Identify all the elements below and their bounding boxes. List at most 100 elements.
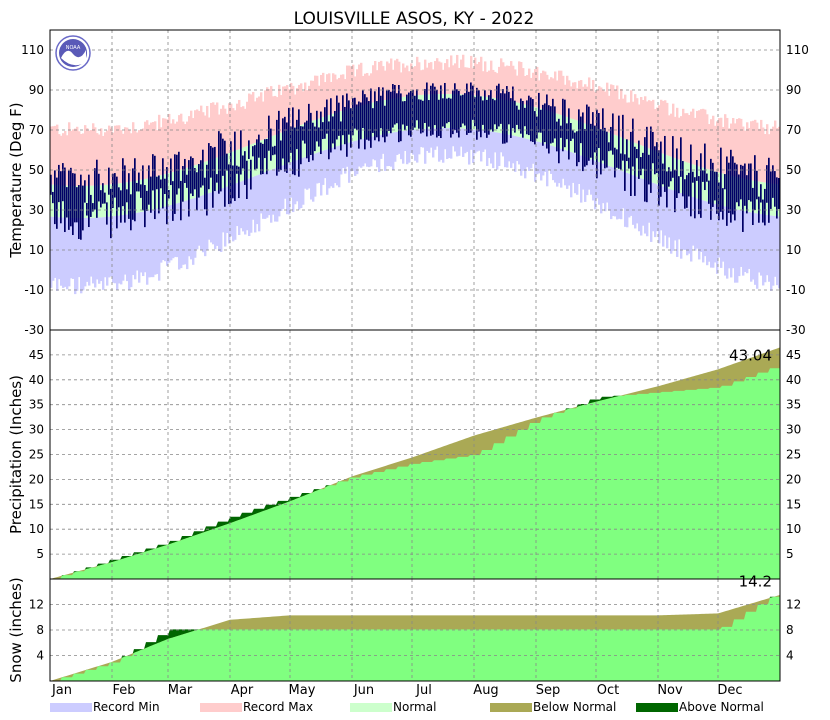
observed-bar bbox=[60, 171, 62, 224]
y-tick-label-right: 30 bbox=[786, 423, 801, 437]
record-max-bar bbox=[462, 54, 465, 95]
record-min-bar bbox=[280, 165, 283, 211]
record-min-bar bbox=[460, 128, 463, 147]
record-min-bar bbox=[66, 217, 69, 290]
normal-bar bbox=[684, 161, 687, 195]
record-min-bar bbox=[154, 208, 157, 275]
record-max-bar bbox=[594, 91, 597, 128]
observed-bar bbox=[340, 121, 342, 151]
observed-bar bbox=[492, 98, 494, 132]
observed-bar bbox=[174, 154, 176, 214]
record-max-bar bbox=[610, 84, 613, 134]
record-max-bar bbox=[744, 130, 747, 179]
record-max-bar bbox=[178, 115, 181, 171]
observed-bar bbox=[676, 148, 678, 199]
record-min-bar bbox=[308, 155, 311, 189]
observed-bar bbox=[682, 161, 684, 197]
record-max-bar bbox=[118, 125, 121, 184]
record-max-bar bbox=[386, 61, 389, 100]
record-min-bar bbox=[742, 210, 745, 276]
record-max-bar bbox=[726, 117, 729, 175]
record-max-bar bbox=[400, 72, 403, 98]
record-max-bar bbox=[528, 68, 531, 106]
record-max-bar bbox=[238, 99, 241, 150]
record-min-bar bbox=[76, 217, 79, 291]
record-min-bar bbox=[564, 149, 567, 186]
observed-bar bbox=[110, 188, 112, 239]
record-min-bar bbox=[516, 136, 519, 162]
record-min-bar bbox=[478, 129, 481, 151]
observed-bar bbox=[716, 171, 718, 214]
observed-bar bbox=[674, 169, 676, 213]
observed-bar bbox=[166, 167, 168, 225]
observed-bar bbox=[586, 104, 588, 166]
record-max-bar bbox=[582, 86, 585, 123]
record-max-bar bbox=[704, 109, 707, 169]
observed-bar bbox=[292, 107, 294, 175]
record-max-bar bbox=[280, 95, 283, 133]
observed-bar bbox=[406, 94, 408, 126]
observed-bar bbox=[356, 104, 358, 130]
record-min-bar bbox=[152, 209, 155, 278]
record-max-bar bbox=[434, 61, 437, 95]
record-max-bar bbox=[90, 130, 93, 186]
record-min-bar bbox=[190, 198, 193, 260]
record-max-bar bbox=[248, 93, 251, 146]
observed-bar bbox=[572, 130, 574, 139]
observed-bar bbox=[702, 170, 704, 182]
record-min-bar bbox=[704, 200, 707, 257]
record-max-bar bbox=[104, 132, 107, 185]
legend-swatch bbox=[490, 703, 532, 712]
observed-bar bbox=[648, 154, 650, 185]
record-min-bar bbox=[774, 215, 777, 277]
observed-bar bbox=[224, 140, 226, 207]
observed-bar bbox=[298, 109, 300, 177]
record-min-bar bbox=[694, 197, 697, 251]
record-min-bar bbox=[576, 154, 579, 195]
normal-bar bbox=[50, 184, 53, 217]
record-min-bar bbox=[80, 217, 83, 294]
record-max-bar bbox=[450, 55, 453, 95]
record-min-bar bbox=[488, 131, 491, 159]
record-max-bar bbox=[688, 114, 691, 164]
observed-bar bbox=[774, 171, 776, 207]
record-min-bar bbox=[272, 168, 275, 215]
observed-bar bbox=[88, 174, 90, 228]
y-tick-label-right: 12 bbox=[786, 598, 801, 612]
observed-bar bbox=[766, 165, 768, 203]
record-min-bar bbox=[568, 151, 571, 186]
normal-bar bbox=[258, 141, 261, 175]
record-min-bar bbox=[306, 156, 309, 190]
record-max-bar bbox=[574, 82, 577, 120]
record-max-bar bbox=[212, 102, 215, 160]
record-min-bar bbox=[194, 197, 197, 258]
observed-bar bbox=[362, 90, 364, 129]
record-max-bar bbox=[546, 74, 549, 111]
observed-bar bbox=[326, 99, 328, 134]
observed-bar bbox=[498, 83, 500, 127]
record-max-bar bbox=[320, 74, 323, 118]
observed-bar bbox=[398, 85, 400, 143]
record-min-bar bbox=[422, 128, 425, 148]
observed-bar bbox=[476, 87, 478, 140]
record-min-bar bbox=[520, 137, 523, 176]
record-min-bar bbox=[142, 211, 145, 277]
record-max-bar bbox=[232, 108, 235, 152]
record-min-bar bbox=[164, 206, 167, 262]
record-max-bar bbox=[714, 125, 717, 172]
record-max-bar bbox=[70, 130, 73, 186]
record-max-bar bbox=[596, 90, 599, 129]
y-tick-label-left: 110 bbox=[21, 43, 44, 57]
y-tick-label-right: 70 bbox=[786, 123, 801, 137]
month-label: Nov bbox=[657, 683, 683, 698]
record-min-bar bbox=[222, 188, 225, 233]
record-max-bar bbox=[540, 73, 543, 109]
record-min-bar bbox=[552, 146, 555, 181]
observed-bar bbox=[606, 131, 608, 168]
record-min-bar bbox=[592, 159, 595, 201]
observed-bar bbox=[452, 90, 454, 135]
observed-bar bbox=[416, 89, 418, 121]
record-min-bar bbox=[692, 197, 695, 246]
observed-bar bbox=[662, 163, 664, 185]
observed-bar bbox=[490, 90, 492, 130]
